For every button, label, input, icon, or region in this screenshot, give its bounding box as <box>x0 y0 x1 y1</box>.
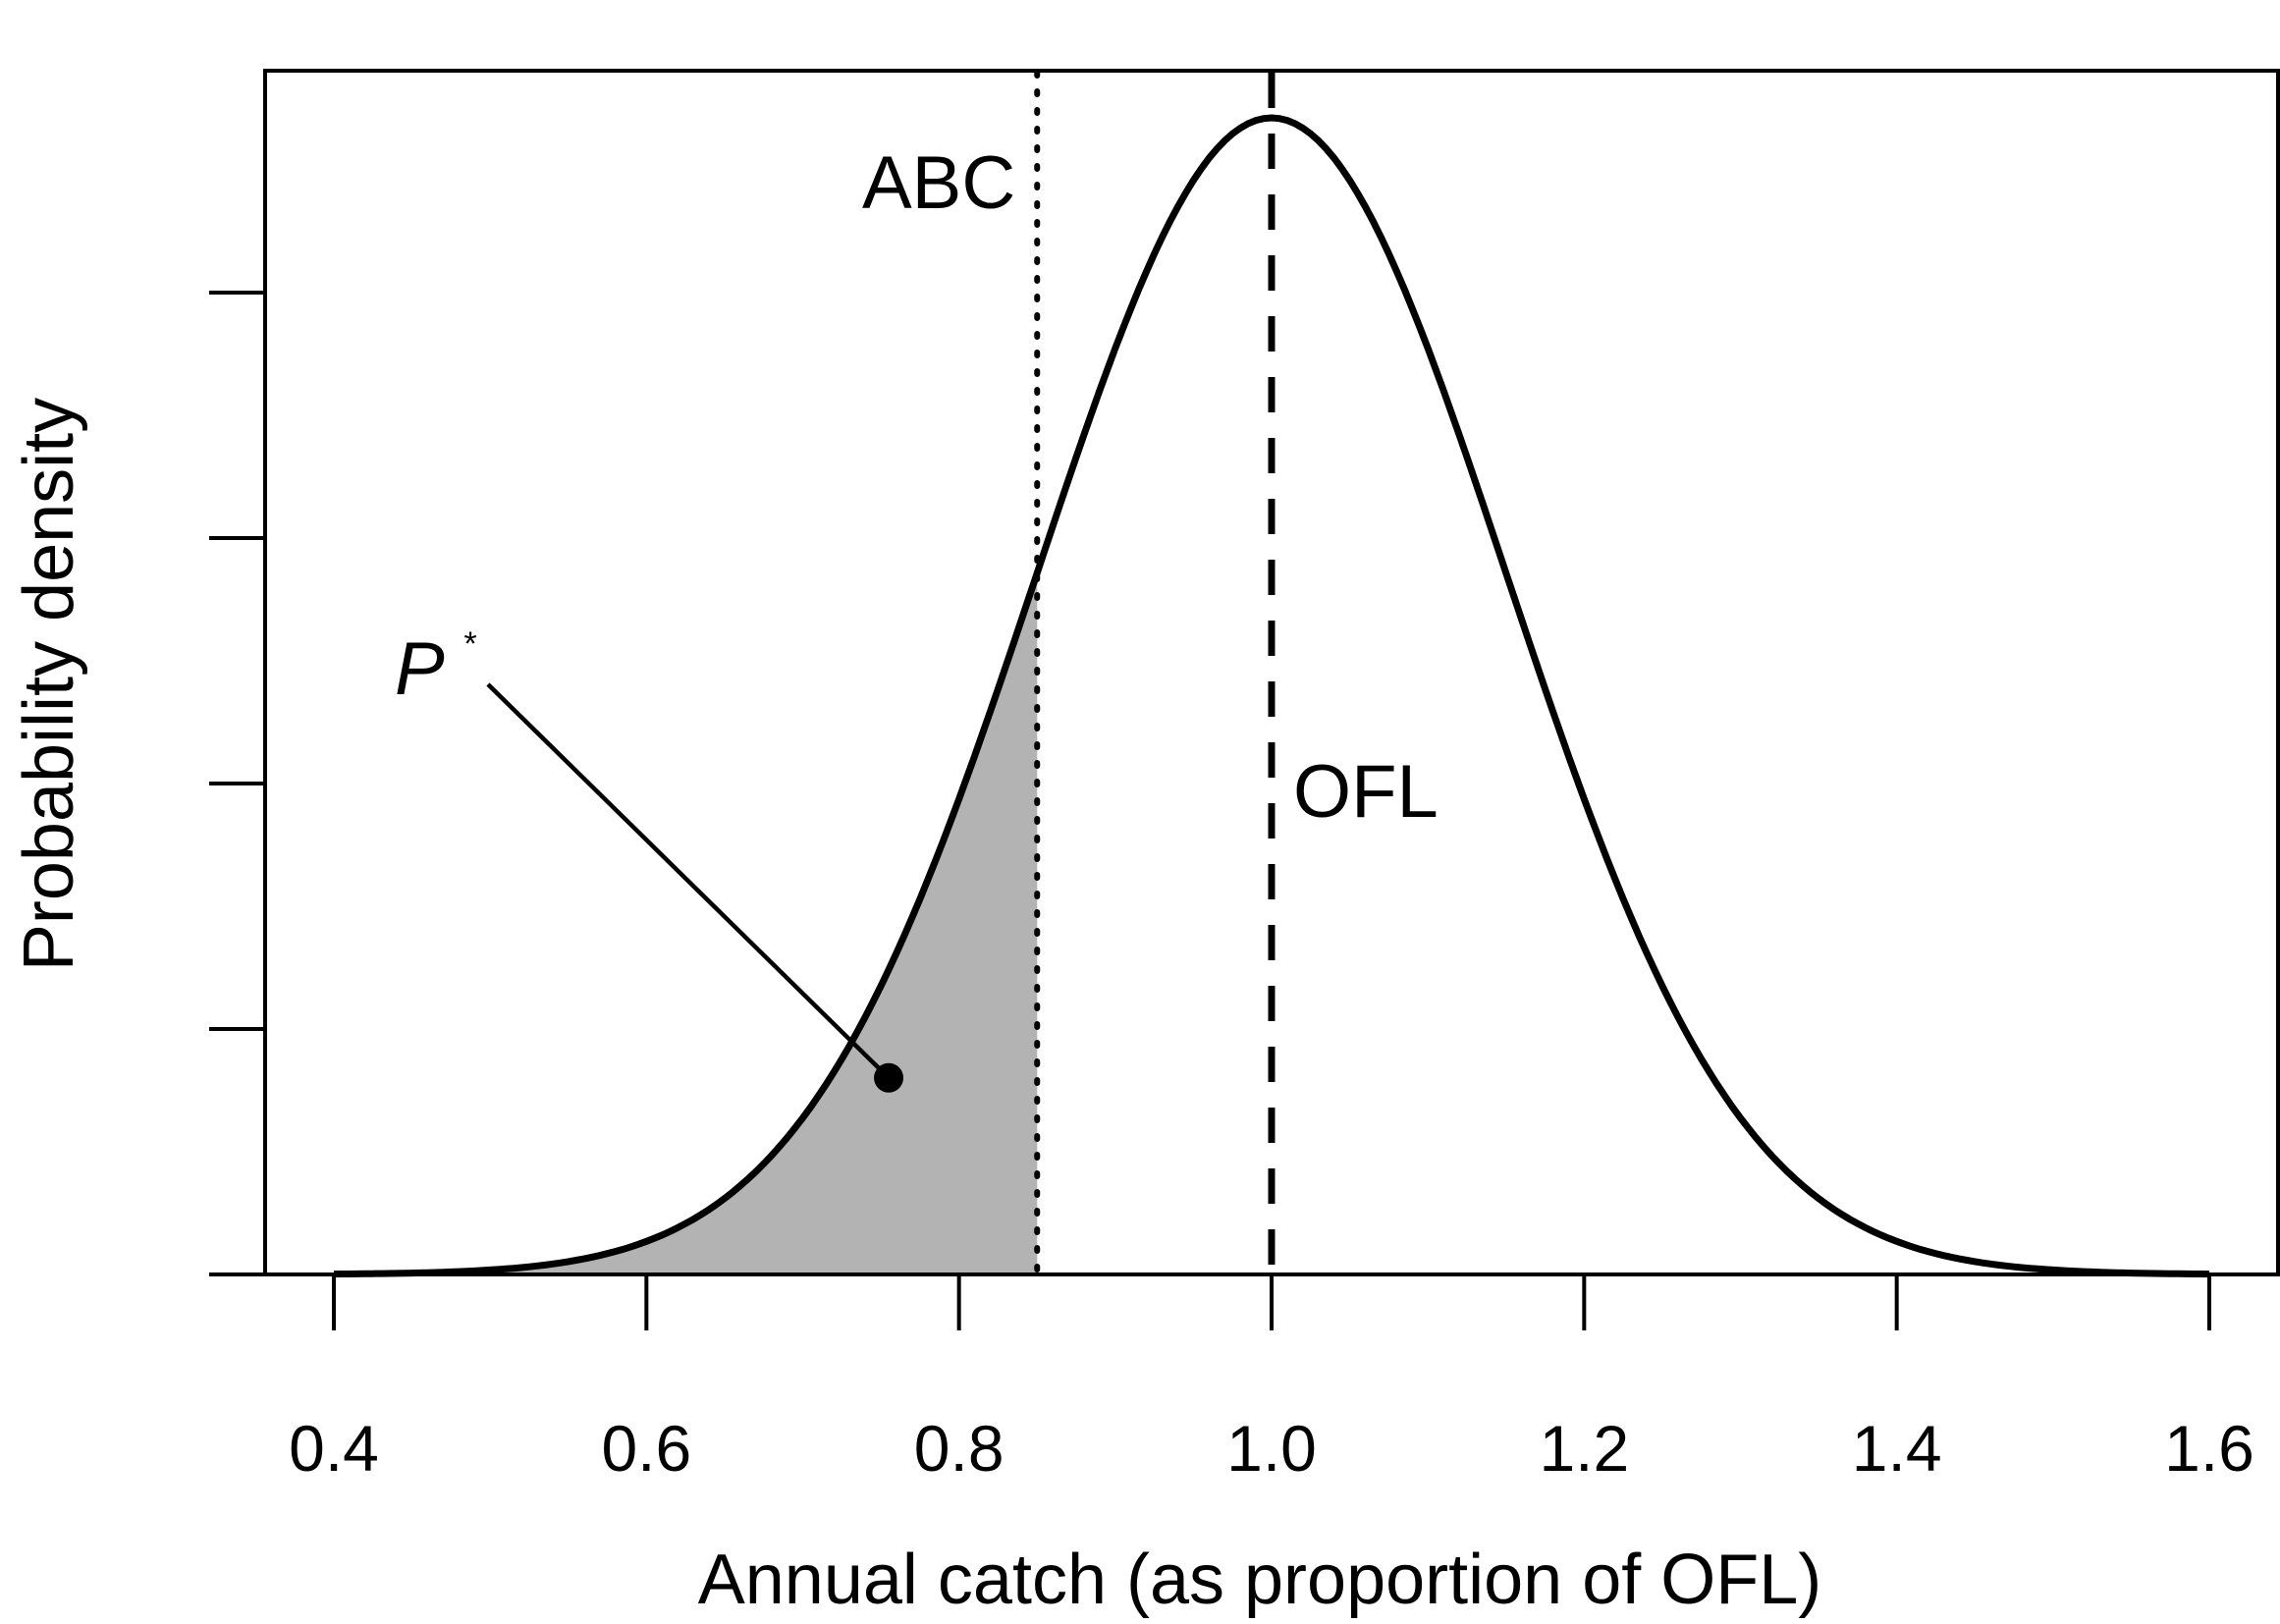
x-axis-title: Annual catch (as proportion of OFL) <box>698 1541 1822 1619</box>
plot-area <box>333 70 2210 1278</box>
density-curve <box>333 114 2210 1278</box>
shaded-tail-area <box>334 572 1038 1274</box>
pstar-label: P * <box>395 625 477 711</box>
x-tick-label: 1.4 <box>1852 1412 1942 1485</box>
x-tick-marks <box>332 1274 2211 1330</box>
pstar-letter: P <box>395 627 445 711</box>
pstar-pointer-line <box>486 682 891 1080</box>
pstar-superscript: * <box>462 625 477 663</box>
y-tick-marks <box>209 291 265 1276</box>
abc-label: ABC <box>862 141 1015 225</box>
x-tick-label: 1.2 <box>1539 1412 1629 1485</box>
x-axis: 0.4 0.6 0.8 1.0 1.2 1.4 1.6 <box>209 1272 2278 1485</box>
y-axis <box>209 291 265 1276</box>
x-tick-label: 0.6 <box>601 1412 691 1485</box>
x-tick-label: 0.4 <box>289 1412 379 1485</box>
y-axis-title: Probability density <box>10 398 88 971</box>
ofl-label: OFL <box>1293 750 1439 834</box>
x-tick-label: 0.8 <box>914 1412 1004 1485</box>
x-tick-labels: 0.4 0.6 0.8 1.0 1.2 1.4 1.6 <box>289 1412 2254 1485</box>
x-tick-label: 1.6 <box>2164 1412 2254 1485</box>
x-tick-label: 1.0 <box>1226 1412 1317 1485</box>
pstar-point-marker <box>874 1062 904 1093</box>
